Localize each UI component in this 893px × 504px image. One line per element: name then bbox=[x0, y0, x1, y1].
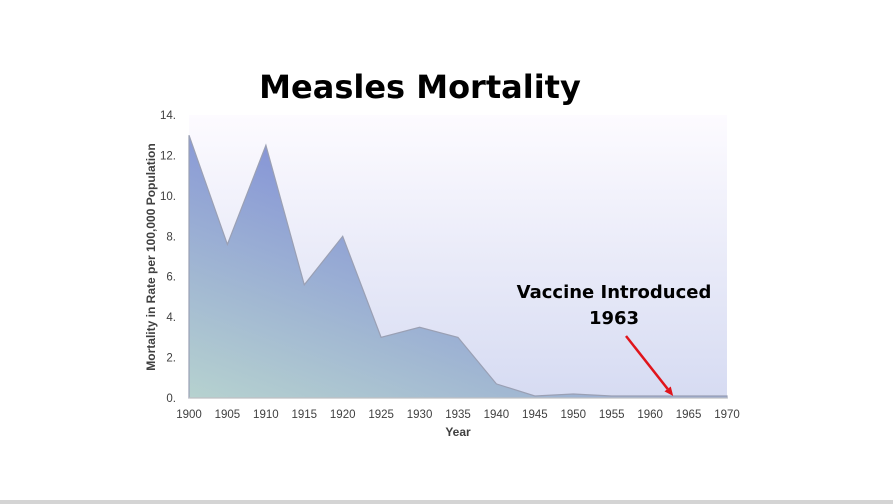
x-tick-label: 1920 bbox=[330, 409, 356, 421]
x-tick-label: 1940 bbox=[484, 409, 510, 421]
annotation-arrow bbox=[625, 335, 669, 390]
y-axis-title: Mortality in Rate per 100,000 Population bbox=[144, 143, 158, 370]
x-tick-label: 1915 bbox=[291, 409, 317, 421]
x-tick-label: 1955 bbox=[599, 409, 625, 421]
x-tick-label: 1935 bbox=[445, 409, 471, 421]
x-tick-label: 1965 bbox=[676, 409, 702, 421]
y-tick-label: 8. bbox=[166, 231, 176, 243]
x-tick-label: 1900 bbox=[176, 409, 202, 421]
x-axis-tick-labels: 1900 1905 1910 1915 1920 1925 1930 1935 1940 1945… bbox=[176, 409, 740, 421]
y-axis-tick-labels: 0. 2. 4. 6. 8. 10. 12. 14. bbox=[160, 110, 176, 405]
annotation-arrowhead bbox=[664, 386, 674, 396]
y-tick-label: 10. bbox=[160, 191, 176, 203]
x-tick-label: 1905 bbox=[215, 409, 241, 421]
y-tick-label: 14. bbox=[160, 110, 176, 122]
chart-title: Measles Mortality bbox=[259, 68, 581, 106]
x-tick-label: 1950 bbox=[560, 409, 586, 421]
x-tick-label: 1970 bbox=[714, 409, 740, 421]
y-tick-label: 0. bbox=[166, 393, 176, 405]
x-tick-label: 1910 bbox=[253, 409, 279, 421]
x-axis-title: Year bbox=[445, 425, 471, 439]
mortality-area-series bbox=[188, 135, 728, 399]
x-tick-label: 1960 bbox=[637, 409, 663, 421]
x-tick-label: 1925 bbox=[368, 409, 394, 421]
y-tick-label: 4. bbox=[166, 312, 176, 324]
annotation-year: 1963 bbox=[589, 308, 639, 329]
y-tick-label: 6. bbox=[166, 272, 176, 284]
annotation-label: Vaccine Introduced bbox=[517, 282, 712, 303]
x-tick-label: 1930 bbox=[407, 409, 433, 421]
bottom-divider bbox=[0, 500, 893, 504]
y-tick-label: 12. bbox=[160, 150, 176, 162]
y-tick-label: 2. bbox=[166, 353, 176, 365]
x-tick-label: 1945 bbox=[522, 409, 548, 421]
